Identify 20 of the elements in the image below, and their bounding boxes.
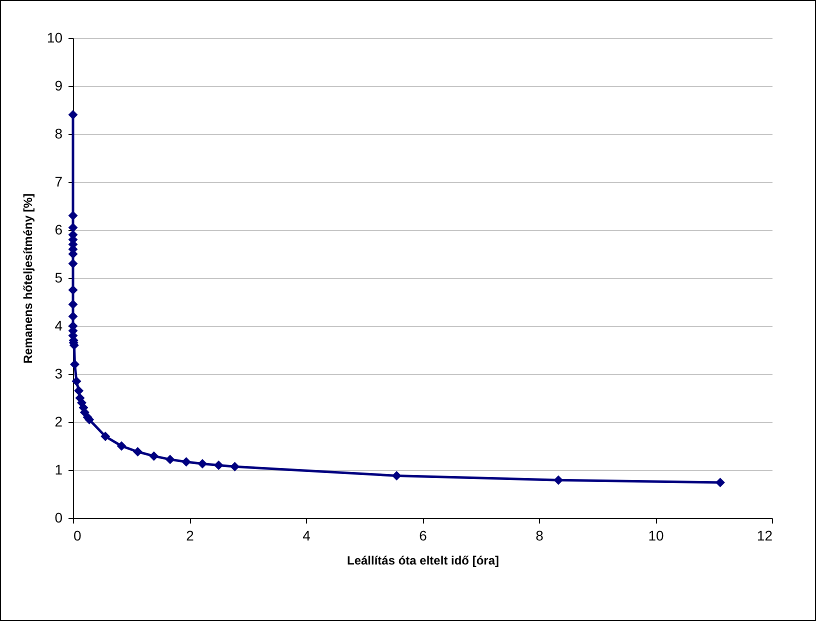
x-tick-label: 4 (302, 528, 311, 544)
y-tick-label: 7 (54, 174, 63, 190)
x-tick-label: 8 (536, 528, 544, 544)
y-tick-label: 3 (54, 366, 63, 382)
x-tick-label: 2 (186, 528, 194, 544)
y-tick-label: 8 (54, 126, 63, 142)
y-tick-label: 4 (54, 318, 63, 334)
x-tick-label: 6 (419, 528, 428, 544)
y-tick-label: 9 (54, 78, 63, 94)
x-axis-title: Leállítás óta eltelt idő [óra] (346, 554, 500, 568)
y-tick-label: 10 (46, 30, 63, 46)
y-tick-label: 0 (54, 510, 63, 526)
y-tick-label: 6 (54, 222, 63, 238)
y-tick-label: 2 (54, 414, 63, 430)
x-tick-label: 12 (756, 528, 773, 544)
y-tick-label: 1 (54, 462, 63, 478)
y-tick-label: 5 (54, 270, 63, 286)
x-tick-label: 10 (648, 528, 664, 544)
y-axis-title: Remanens hőteljesítmény [%] (20, 193, 35, 364)
x-tick-label: 0 (74, 528, 82, 544)
